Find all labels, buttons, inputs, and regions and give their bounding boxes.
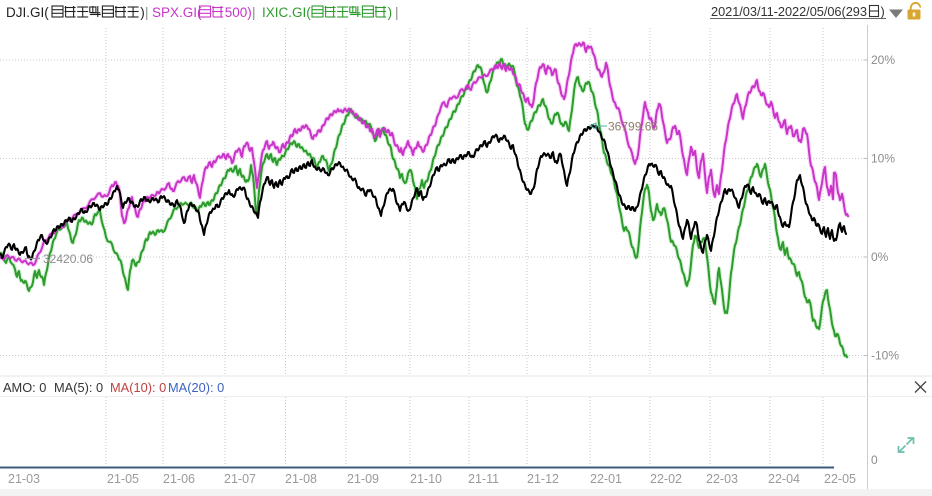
svg-text:22-02: 22-02 [650,472,682,486]
svg-text:22-03: 22-03 [706,472,738,486]
svg-text:20%: 20% [871,53,895,67]
svg-text:10%: 10% [871,152,895,166]
svg-text:21-07: 21-07 [224,472,256,486]
svg-text:AMO: 0: AMO: 0 [3,380,46,395]
svg-text:): ) [140,5,145,20]
svg-text:0: 0 [871,453,878,467]
svg-text:2021/03/11-2022/05/06(293: 2021/03/11-2022/05/06(293 [711,4,867,19]
svg-text:22-01: 22-01 [590,472,622,486]
svg-text:21-06: 21-06 [163,472,195,486]
svg-text:MA(10): 0: MA(10): 0 [110,380,166,395]
svg-text:21-09: 21-09 [347,472,379,486]
svg-text:MA(20): 0: MA(20): 0 [168,380,224,395]
svg-text:): ) [881,4,885,19]
svg-text:): ) [388,5,393,20]
svg-text:|: | [145,5,149,20]
svg-text:IXIC.GI(: IXIC.GI( [262,5,311,20]
svg-text:DJI.GI(: DJI.GI( [6,5,49,20]
svg-text:21-05: 21-05 [107,472,139,486]
svg-text:21-10: 21-10 [410,472,442,486]
svg-text:36799.65: 36799.65 [608,120,658,134]
svg-text:MA(5): 0: MA(5): 0 [54,380,103,395]
svg-text:21-03: 21-03 [8,472,40,486]
svg-text:SPX.GI(: SPX.GI( [152,5,202,20]
svg-text:21-11: 21-11 [468,472,499,486]
svg-text:-10%: -10% [871,349,899,363]
svg-text:|: | [252,5,256,20]
svg-text:22-04: 22-04 [768,472,800,486]
svg-text:32420.06: 32420.06 [43,252,93,266]
svg-text:500): 500) [225,5,252,20]
svg-text:0%: 0% [871,250,889,264]
svg-text:22-05: 22-05 [824,472,856,486]
svg-text:21-08: 21-08 [285,472,317,486]
svg-text:21-12: 21-12 [527,472,559,486]
svg-text:|: | [395,5,399,20]
